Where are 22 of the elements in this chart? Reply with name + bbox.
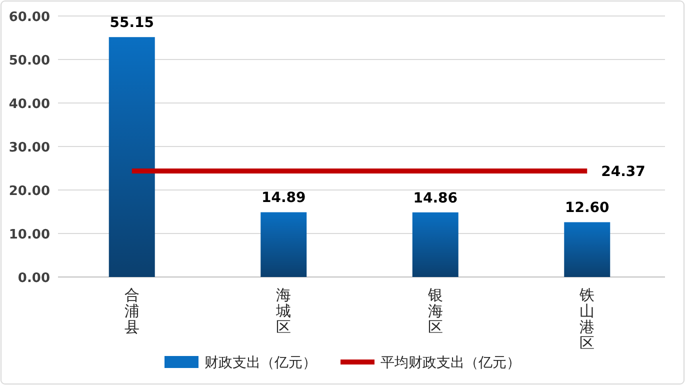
bar — [564, 222, 610, 277]
y-tick-label: 50.00 — [8, 54, 50, 68]
x-tick-label: 合浦县 — [124, 286, 140, 336]
legend-label: 财政支出（亿元） — [204, 355, 316, 371]
y-tick-label: 10.00 — [8, 228, 50, 242]
y-tick-label: 60.00 — [8, 10, 50, 25]
bar — [260, 212, 307, 277]
data-label: 55.15 — [110, 15, 154, 32]
x-tick-label: 银海区 — [426, 286, 443, 336]
y-tick-label: 40.00 — [8, 97, 50, 112]
data-label: 14.89 — [261, 190, 306, 206]
x-tick-label: 海城区 — [275, 286, 292, 336]
bar — [412, 212, 458, 277]
y-tick-label: 30.00 — [8, 140, 50, 156]
y-tick-label: 0.00 — [18, 271, 50, 286]
legend-label: 平均财政支出（亿元） — [380, 355, 520, 371]
data-label: 14.86 — [413, 190, 458, 206]
data-label: 24.37 — [601, 164, 646, 180]
data-label: 12.60 — [564, 200, 610, 216]
bar — [108, 37, 155, 277]
x-tick-label: 铁山港区 — [578, 286, 595, 352]
y-tick-label: 20.00 — [8, 184, 50, 199]
